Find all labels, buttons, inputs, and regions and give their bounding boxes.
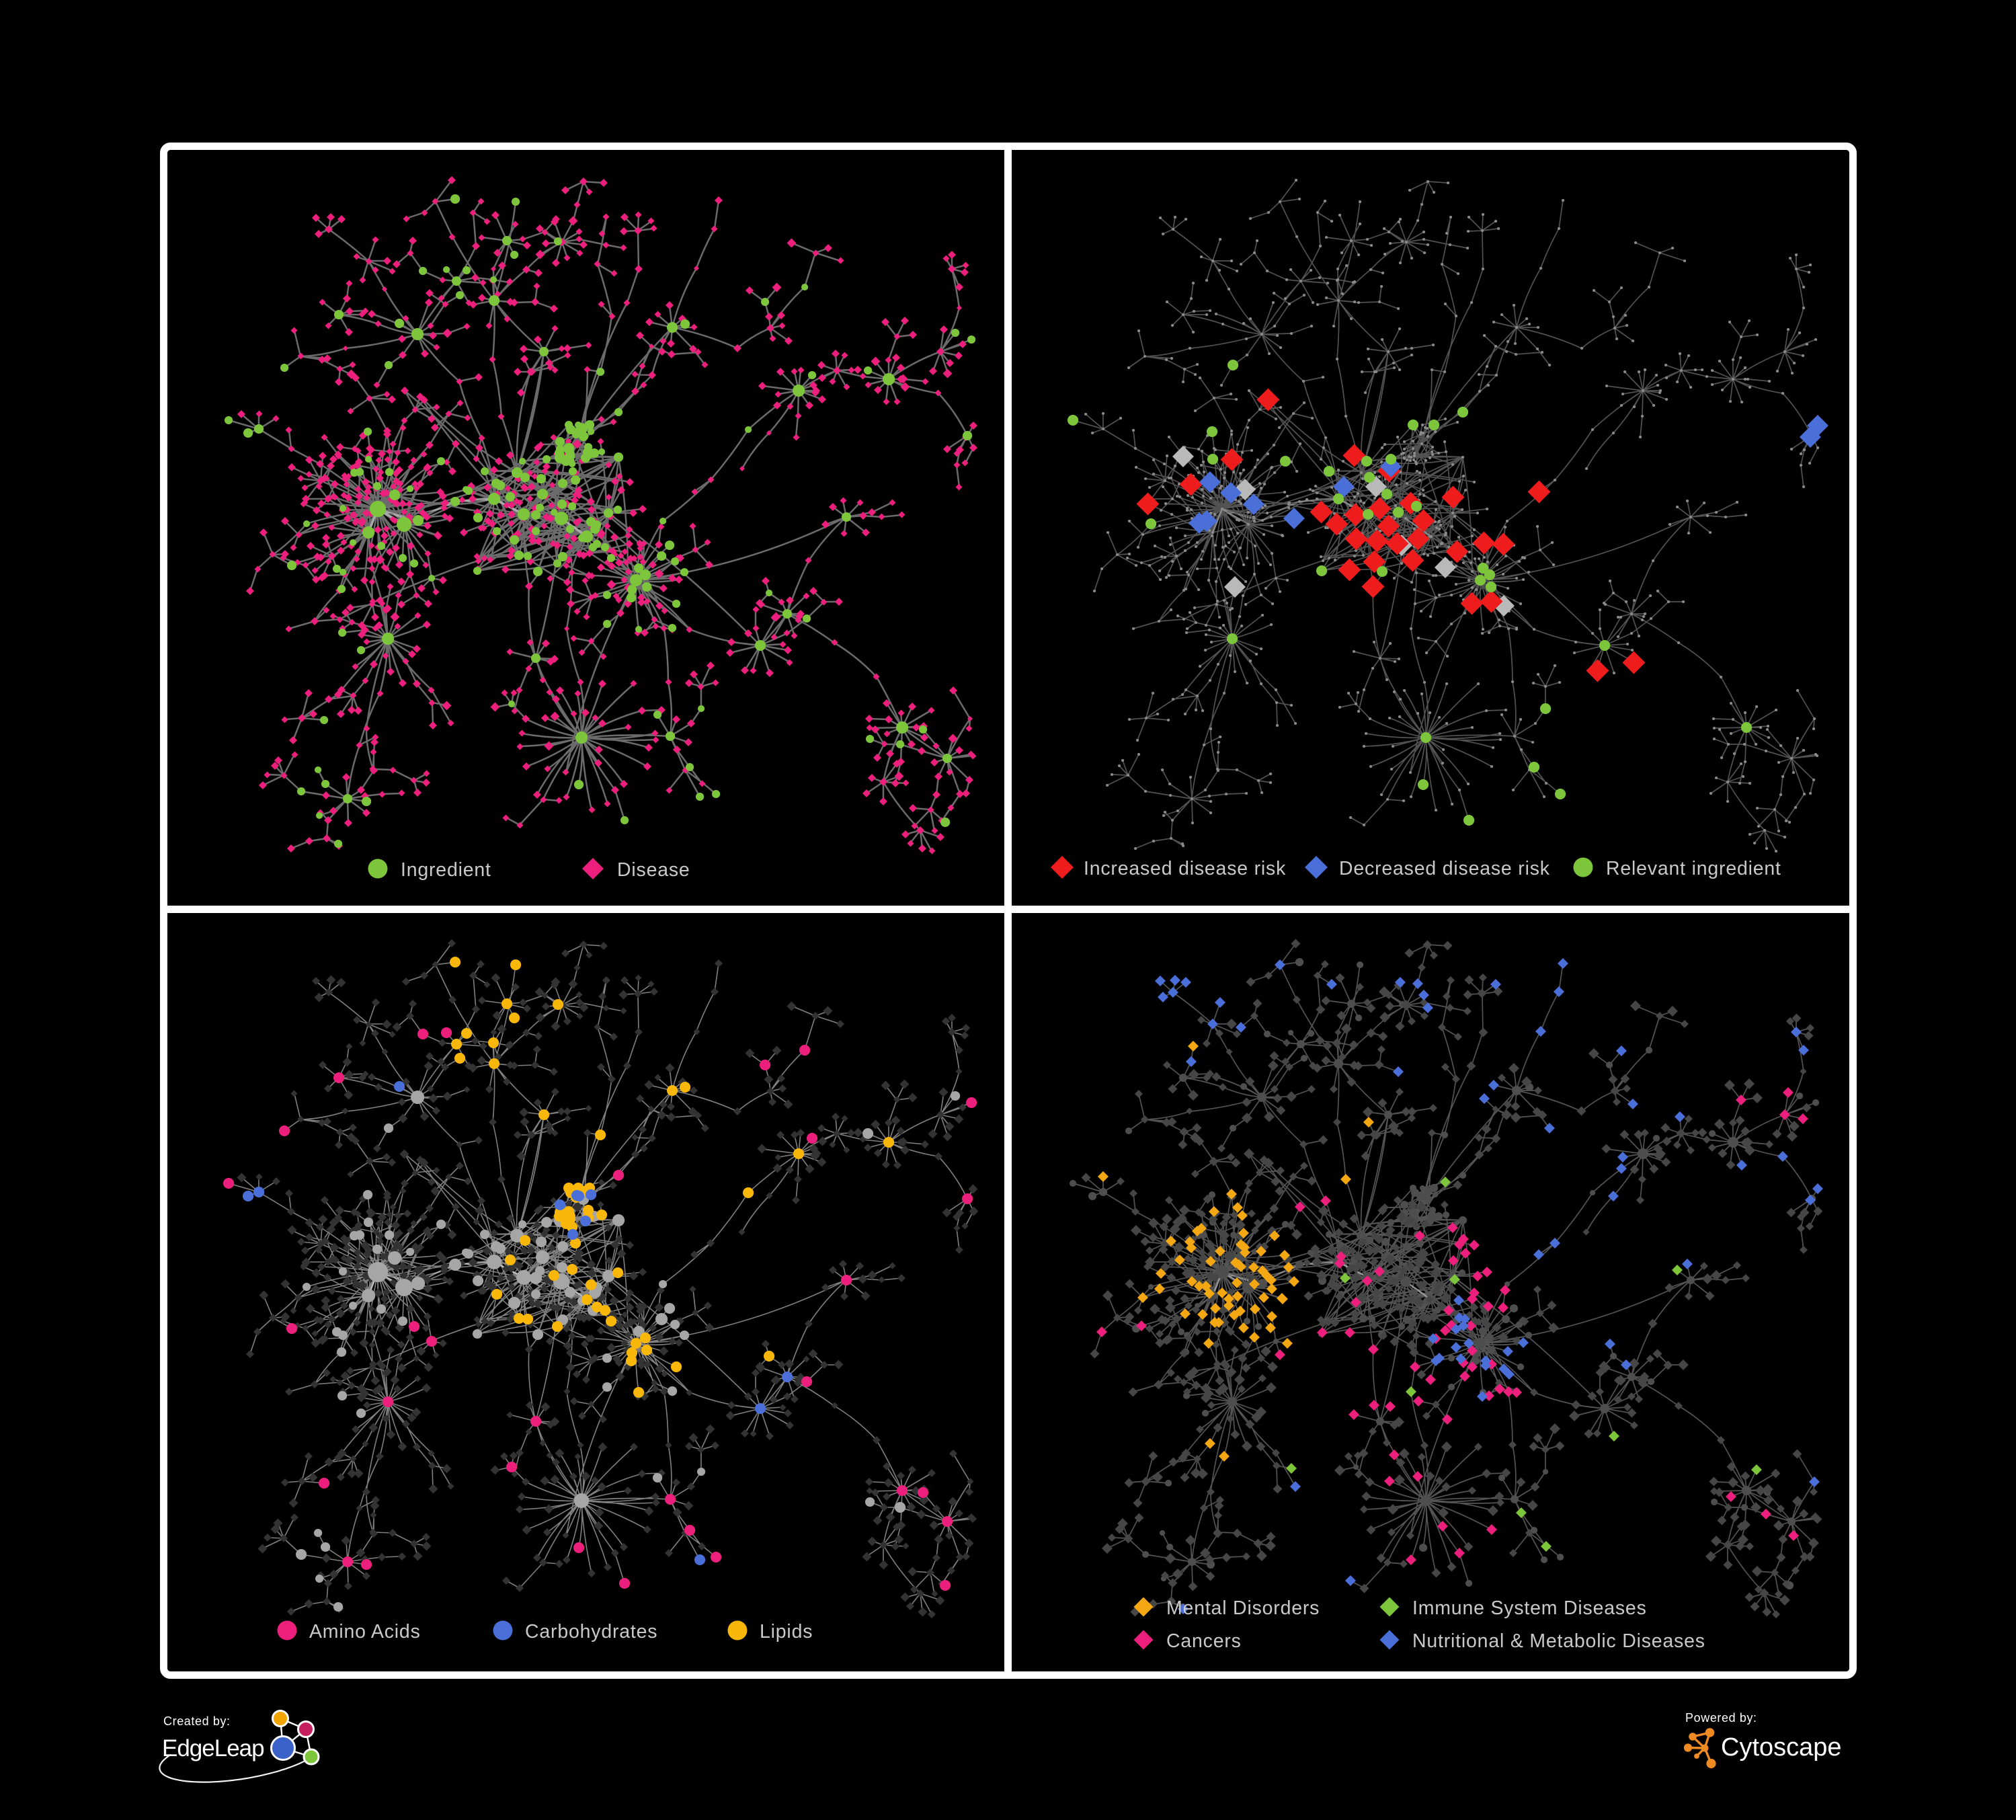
svg-text:Amino Acids: Amino Acids <box>309 1621 421 1643</box>
svg-text:Cytoscape: Cytoscape <box>1721 1733 1842 1762</box>
svg-text:EdgeLeap: EdgeLeap <box>162 1735 264 1762</box>
svg-text:Disease: Disease <box>617 859 690 881</box>
svg-text:Cancers: Cancers <box>1166 1630 1242 1652</box>
svg-text:Carbohydrates: Carbohydrates <box>525 1621 657 1643</box>
svg-text:Created by:: Created by: <box>163 1714 231 1728</box>
svg-text:Lipids: Lipids <box>760 1621 813 1643</box>
svg-text:Immune System Diseases: Immune System Diseases <box>1412 1597 1647 1619</box>
svg-text:Nutritional & Metabolic Diseas: Nutritional & Metabolic Diseases <box>1412 1630 1705 1652</box>
svg-text:Relevant ingredient: Relevant ingredient <box>1606 858 1781 879</box>
svg-text:Powered by:: Powered by: <box>1685 1711 1757 1725</box>
svg-text:Mental Disorders: Mental Disorders <box>1166 1597 1320 1619</box>
svg-text:Decreased disease risk: Decreased disease risk <box>1339 858 1550 879</box>
svg-text:Ingredient: Ingredient <box>401 859 491 881</box>
svg-text:Increased disease risk: Increased disease risk <box>1084 858 1286 879</box>
